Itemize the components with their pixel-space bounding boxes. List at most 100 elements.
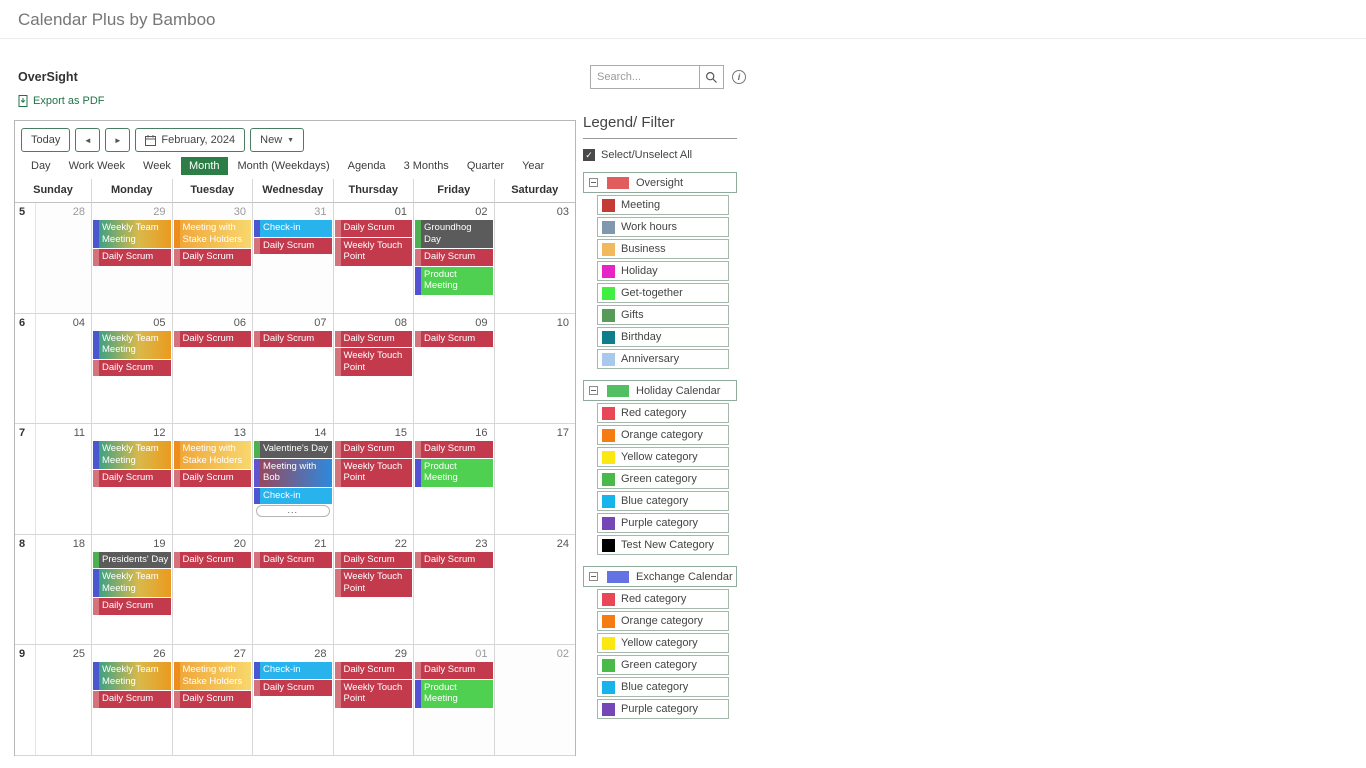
event-chip[interactable]: Product Meeting xyxy=(415,679,493,708)
event-chip[interactable]: Weekly Team Meeting xyxy=(93,220,171,248)
event-chip[interactable]: Daily Scrum xyxy=(334,662,412,679)
event-chip[interactable]: Daily Scrum xyxy=(93,691,171,708)
legend-item[interactable]: Yellow category xyxy=(597,447,729,467)
today-button[interactable]: Today xyxy=(21,128,71,152)
day-cell[interactable]: 08 Daily Scrum Weekly Touch Point xyxy=(333,313,414,425)
event-chip[interactable]: Daily Scrum xyxy=(415,330,493,348)
event-chip[interactable]: Product Meeting xyxy=(415,266,493,295)
event-chip[interactable]: Check-in xyxy=(254,487,332,505)
day-cell[interactable]: 26 Weekly Team Meeting Daily Scrum xyxy=(92,645,173,756)
next-month-button[interactable]: ► xyxy=(105,128,131,152)
event-chip[interactable]: Daily Scrum xyxy=(415,551,493,569)
legend-item[interactable]: Blue category xyxy=(597,491,729,511)
event-chip[interactable]: Daily Scrum xyxy=(173,330,251,348)
event-chip[interactable]: Daily Scrum xyxy=(173,551,251,569)
legend-item[interactable]: Orange category xyxy=(597,611,729,631)
day-cell[interactable]: 01 Daily Scrum Weekly Touch Point xyxy=(333,203,414,314)
event-chip[interactable]: Daily Scrum xyxy=(254,237,332,254)
legend-item[interactable]: Meeting xyxy=(597,195,729,215)
previous-month-button[interactable]: ◄ xyxy=(75,128,101,152)
legend-item[interactable]: Orange category xyxy=(597,425,729,445)
event-chip[interactable]: Daily Scrum xyxy=(93,470,171,487)
event-chip[interactable]: Daily Scrum xyxy=(415,662,493,679)
event-chip[interactable]: Weekly Team Meeting xyxy=(93,569,171,598)
event-chip[interactable]: Check-in xyxy=(254,220,332,237)
event-chip[interactable]: Weekly Touch Point xyxy=(334,569,412,598)
event-chip[interactable]: Daily Scrum xyxy=(254,330,332,348)
event-chip[interactable]: Weekly Team Meeting xyxy=(93,330,171,359)
info-icon[interactable]: i xyxy=(732,70,746,84)
view-tab-work-week[interactable]: Work Week xyxy=(68,160,126,172)
day-cell[interactable]: 18 xyxy=(36,534,92,646)
search-button[interactable] xyxy=(700,65,724,89)
legend-item[interactable]: Business xyxy=(597,239,729,259)
day-cell[interactable]: 20 Daily Scrum xyxy=(172,534,253,646)
legend-group[interactable]: Oversight xyxy=(583,172,737,193)
day-cell[interactable]: 30 Meeting with Stake Holders Daily Scrum xyxy=(172,203,253,314)
view-tab-3-months[interactable]: 3 Months xyxy=(403,160,449,172)
legend-item[interactable]: Work hours xyxy=(597,217,729,237)
day-cell[interactable]: 19 Presidents' Day Weekly Team Meeting Dail… xyxy=(92,534,173,646)
collapse-icon[interactable] xyxy=(589,572,598,581)
day-cell[interactable]: 28 xyxy=(36,203,92,314)
day-cell[interactable]: 25 xyxy=(36,645,92,756)
view-tab-month[interactable]: Month xyxy=(180,157,228,175)
view-tab-year[interactable]: Year xyxy=(522,160,545,172)
event-chip[interactable]: Weekly Team Meeting xyxy=(93,441,171,470)
event-chip[interactable]: Meeting with Bob xyxy=(254,458,332,487)
legend-item[interactable]: Purple category xyxy=(597,513,729,533)
legend-item[interactable]: Red category xyxy=(597,589,729,609)
legend-item[interactable]: Get-together xyxy=(597,283,729,303)
legend-item[interactable]: Gifts xyxy=(597,305,729,325)
event-chip[interactable]: Daily Scrum xyxy=(334,220,412,237)
event-chip[interactable]: Daily Scrum xyxy=(173,470,251,487)
day-cell[interactable]: 09 Daily Scrum xyxy=(414,313,495,425)
day-cell[interactable]: 06 Daily Scrum xyxy=(172,313,253,425)
day-cell[interactable]: 01 Daily Scrum Product Meeting xyxy=(414,645,495,756)
event-chip[interactable]: Daily Scrum xyxy=(173,691,251,708)
event-chip[interactable]: Daily Scrum xyxy=(334,551,412,569)
day-cell[interactable]: 04 xyxy=(36,313,92,425)
event-chip[interactable]: Daily Scrum xyxy=(334,330,412,348)
legend-item[interactable]: Test New Category xyxy=(597,535,729,555)
day-cell[interactable]: 07 Daily Scrum xyxy=(253,313,334,425)
legend-group[interactable]: Exchange Calendar xyxy=(583,566,737,587)
day-cell[interactable]: 11 xyxy=(36,424,92,535)
legend-item[interactable]: Holiday xyxy=(597,261,729,281)
event-chip[interactable]: Weekly Touch Point xyxy=(334,679,412,708)
day-cell[interactable]: 31 Check-in Daily Scrum xyxy=(253,203,334,314)
collapse-icon[interactable] xyxy=(589,178,598,187)
day-cell[interactable]: 02 Groundhog Day Daily Scrum Product Meetin… xyxy=(414,203,495,314)
day-cell[interactable]: 17 xyxy=(494,424,575,535)
legend-item[interactable]: Green category xyxy=(597,469,729,489)
new-event-button[interactable]: New ▼ xyxy=(250,128,305,152)
day-cell[interactable]: 29 Weekly Team Meeting Daily Scrum xyxy=(92,203,173,314)
event-chip[interactable]: Daily Scrum xyxy=(173,249,251,266)
event-chip[interactable]: Daily Scrum xyxy=(415,249,493,266)
day-cell[interactable]: 28 Check-in Daily Scrum xyxy=(253,645,334,756)
day-cell[interactable]: 24 xyxy=(494,535,575,646)
checkbox-checked-icon[interactable]: ✓ xyxy=(583,149,595,161)
event-chip[interactable]: Daily Scrum xyxy=(254,679,332,697)
legend-item[interactable]: Red category xyxy=(597,403,729,423)
select-unselect-all[interactable]: ✓ Select/Unselect All xyxy=(583,149,737,161)
day-cell[interactable]: 22 Daily Scrum Weekly Touch Point xyxy=(333,534,414,646)
legend-group[interactable]: Holiday Calendar xyxy=(583,380,737,401)
more-events-link[interactable]: ... xyxy=(256,505,330,518)
date-picker-button[interactable]: February, 2024 xyxy=(135,128,246,152)
day-cell[interactable]: 16 Daily Scrum Product Meeting xyxy=(414,424,495,535)
day-cell[interactable]: 10 xyxy=(494,314,575,425)
view-tab-month-weekdays-[interactable]: Month (Weekdays) xyxy=(237,160,330,172)
view-tab-week[interactable]: Week xyxy=(143,160,171,172)
event-chip[interactable]: Daily Scrum xyxy=(334,441,412,458)
export-as-pdf-link[interactable]: Export as PDF xyxy=(18,95,105,107)
day-cell[interactable]: 15 Daily Scrum Weekly Touch Point xyxy=(333,424,414,535)
view-tab-agenda[interactable]: Agenda xyxy=(347,160,386,172)
legend-item[interactable]: Blue category xyxy=(597,677,729,697)
event-chip[interactable]: Check-in xyxy=(254,662,332,679)
view-tab-day[interactable]: Day xyxy=(31,160,51,172)
day-cell[interactable]: 27 Meeting with Stake Holders Daily Scrum xyxy=(172,645,253,756)
view-tab-quarter[interactable]: Quarter xyxy=(466,160,505,172)
event-chip[interactable]: Weekly Touch Point xyxy=(334,458,412,487)
day-cell[interactable]: 29 Daily Scrum Weekly Touch Point xyxy=(333,645,414,756)
